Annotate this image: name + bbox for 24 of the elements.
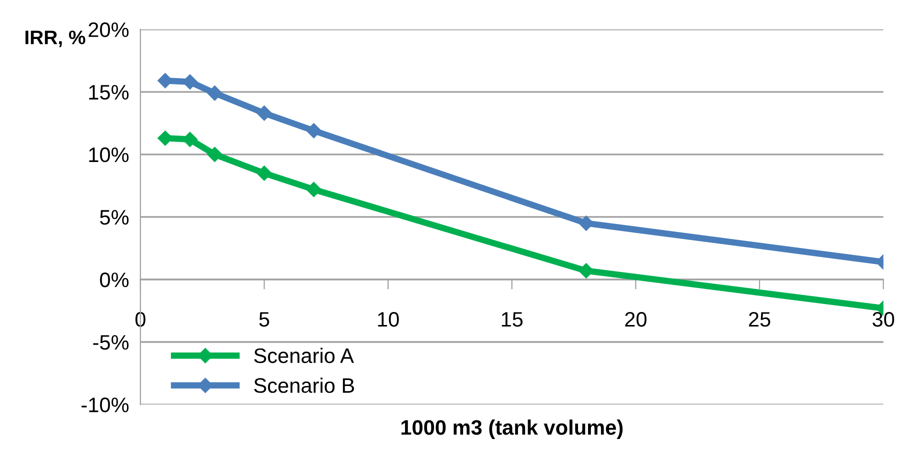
- x-tick-label: 15: [502, 312, 523, 327]
- x-tick-label: 30: [872, 312, 894, 327]
- y-tick-label: 5%: [100, 210, 129, 225]
- y-tick-label: 0%: [100, 272, 129, 288]
- y-tick-label: -5%: [93, 335, 129, 350]
- x-tick-label: 10: [378, 312, 399, 327]
- point: [256, 106, 272, 121]
- y-axis-title: IRR, %: [26, 30, 86, 48]
- x-tick-label: 0: [135, 312, 146, 327]
- point: [207, 86, 222, 101]
- x-axis-title: 1000 m3 (tank volume): [401, 420, 623, 439]
- x-tick-label: 25: [748, 312, 770, 327]
- point: [256, 166, 272, 181]
- y-tick-label: -10%: [82, 398, 129, 412]
- legend-label: Scenario B: [254, 378, 354, 393]
- y-tick-label: 20%: [88, 22, 129, 38]
- y-tick-label: 15%: [89, 85, 129, 100]
- y-tick-label: 10%: [89, 147, 129, 162]
- point: [306, 123, 322, 138]
- point: [306, 182, 322, 198]
- x-tick-label: 20: [625, 312, 646, 327]
- legend-label: Scenario A: [254, 348, 354, 364]
- point: [207, 146, 222, 162]
- x-tick-label: 5: [259, 312, 270, 327]
